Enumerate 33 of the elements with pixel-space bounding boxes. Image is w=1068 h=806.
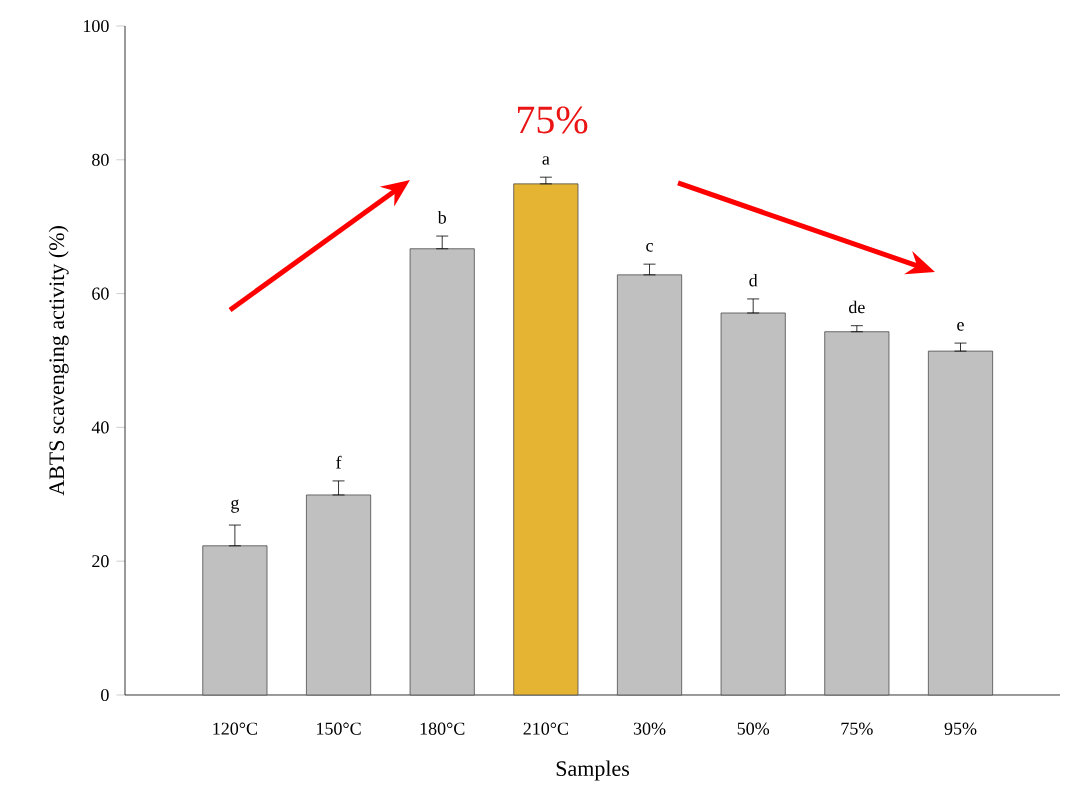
data-label: d [749,273,758,287]
data-label: de [849,300,865,314]
data-label: b [437,210,447,224]
bar [306,494,372,696]
bar [513,183,579,696]
x-tick-label: 120°C [213,722,257,735]
x-tick-label: 75% [841,722,873,735]
data-label: g [231,499,240,513]
y-tick-label: 40 [91,421,109,434]
bar [720,312,786,696]
y-tick-label: 80 [92,153,109,166]
y-axis-title: ABTS scavenging activity (%) [48,226,69,496]
x-tick-label: 50% [737,722,770,735]
y-tick-label: 60 [92,287,109,300]
bar [824,331,890,696]
bar [927,350,994,696]
y-tick-label: 0 [101,688,109,702]
x-tick-label: 150°C [317,722,361,735]
bar [202,545,268,696]
data-label: c [646,243,653,252]
x-axis-title: Samples [556,760,629,781]
y-tick-label: 100 [83,19,109,33]
annotation: 75% [517,106,588,134]
x-tick-label: 95% [944,722,977,735]
x-tick-label: 30% [633,722,666,735]
x-tick-label: 180°C [420,722,465,735]
data-label: a [542,156,550,165]
x-tick-label: 210°C [523,722,568,735]
data-label: f [336,455,342,469]
y-tick-label: 20 [92,555,109,568]
data-label: e [957,322,964,331]
bar [616,274,683,696]
bar [409,248,475,696]
